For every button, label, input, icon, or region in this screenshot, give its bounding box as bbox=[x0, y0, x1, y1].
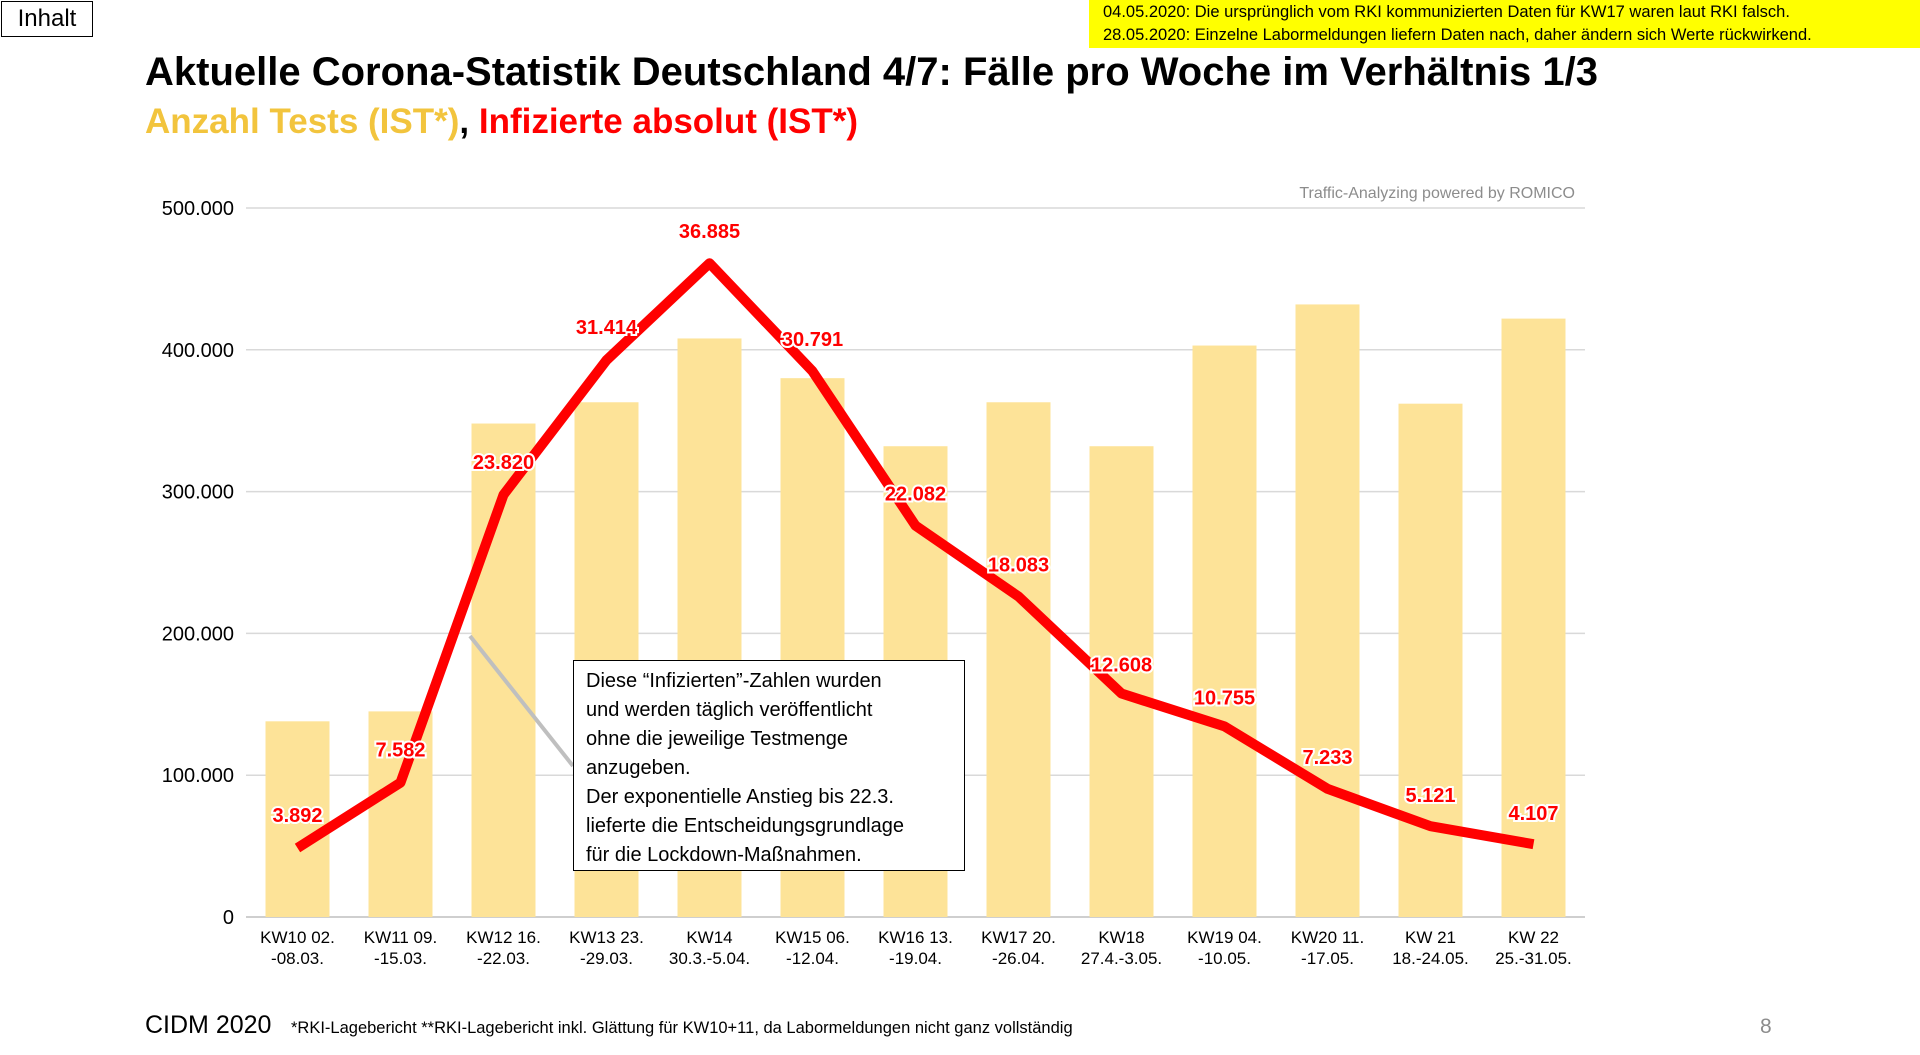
subtitle-separator: , bbox=[459, 102, 479, 141]
x-tick-label: 30.3.-5.04. bbox=[669, 949, 750, 968]
x-tick-label: KW15 06. bbox=[775, 928, 850, 947]
bar bbox=[1089, 446, 1154, 917]
watermark-text: Traffic-Analyzing powered by ROMICO bbox=[1299, 185, 1575, 202]
data-label: 12.608 bbox=[1091, 655, 1152, 677]
annotation-line: Der exponentielle Anstieg bis 22.3. bbox=[586, 786, 894, 808]
annotation-line: anzugeben. bbox=[586, 757, 691, 779]
bar bbox=[986, 402, 1051, 917]
data-label: 7.233 bbox=[1302, 747, 1352, 769]
bar bbox=[1398, 403, 1463, 918]
subtitle-infected: Infizierte absolut (IST*) bbox=[478, 102, 859, 141]
x-tick-label: -12.04. bbox=[786, 949, 839, 968]
bar bbox=[1501, 318, 1566, 917]
data-label: 4.107 bbox=[1508, 803, 1558, 825]
data-label: 5.121 bbox=[1405, 785, 1455, 807]
x-tick-label: KW13 23. bbox=[569, 928, 644, 947]
x-tick-label: KW 21 bbox=[1405, 928, 1456, 947]
y-tick-label: 400.000 bbox=[162, 340, 234, 362]
y-tick-label: 500.000 bbox=[162, 198, 234, 220]
x-tick-label: 18.-24.05. bbox=[1392, 949, 1469, 968]
bar bbox=[265, 721, 330, 917]
annotation-box: Diese “Infizierten”-Zahlen wurden und we… bbox=[573, 660, 965, 871]
data-label: 10.755 bbox=[1194, 687, 1255, 709]
annotation-line: lieferte die Entscheidungsgrundlage bbox=[586, 815, 904, 837]
contents-button[interactable]: Inhalt bbox=[1, 1, 93, 37]
annotation-line: ohne die jeweilige Testmenge bbox=[586, 728, 849, 750]
x-tick-label: -10.05. bbox=[1198, 949, 1251, 968]
annotation-pointer bbox=[468, 634, 575, 768]
page-number: 8 bbox=[1760, 1015, 1772, 1038]
bar bbox=[1192, 345, 1257, 917]
x-tick-label: KW16 13. bbox=[878, 928, 953, 947]
x-tick-label: KW18 bbox=[1098, 928, 1144, 947]
y-tick-label: 0 bbox=[223, 907, 234, 929]
data-label: 18.083 bbox=[988, 554, 1049, 576]
x-tick-label: -22.03. bbox=[477, 949, 530, 968]
x-tick-label: KW14 bbox=[686, 928, 732, 947]
x-tick-label: KW20 11. bbox=[1291, 928, 1364, 947]
x-tick-label: -19.04. bbox=[889, 949, 942, 968]
x-tick-label: KW19 04. bbox=[1187, 928, 1262, 947]
data-label: 22.082 bbox=[885, 484, 946, 506]
page-subtitle: Anzahl Tests (IST*), Infizierte absolut … bbox=[145, 102, 858, 142]
x-tick-label: 25.-31.05. bbox=[1495, 949, 1572, 968]
data-label: 3.892 bbox=[272, 805, 322, 827]
y-tick-label: 100.000 bbox=[162, 765, 234, 787]
page-title: Aktuelle Corona-Statistik Deutschland 4/… bbox=[145, 50, 1598, 94]
infected-series-line bbox=[294, 258, 1535, 853]
footer-footnote: *RKI-Lagebericht **RKI-Lagebericht inkl.… bbox=[291, 1019, 1073, 1037]
annotation-line: Diese “Infizierten”-Zahlen wurden bbox=[586, 670, 882, 692]
x-tick-label: -17.05. bbox=[1301, 949, 1354, 968]
bar bbox=[368, 711, 433, 917]
y-tick-label: 200.000 bbox=[162, 623, 234, 645]
y-tick-label: 300.000 bbox=[162, 482, 234, 504]
x-tick-label: -08.03. bbox=[271, 949, 324, 968]
data-label: 30.791 bbox=[782, 329, 843, 351]
x-tick-label: -26.04. bbox=[992, 949, 1045, 968]
x-tick-label: KW11 09. bbox=[364, 928, 437, 947]
data-label: 31.414 bbox=[576, 317, 638, 339]
data-label: 7.582 bbox=[375, 740, 425, 762]
notice-line: 28.05.2020: Einzelne Labormeldungen lief… bbox=[1103, 26, 1812, 44]
x-tick-label: -15.03. bbox=[374, 949, 427, 968]
update-notice: 04.05.2020: Die ursprünglich vom RKI kom… bbox=[1089, 0, 1920, 48]
annotation-line: für die Lockdown-Maßnahmen. bbox=[586, 844, 862, 866]
x-tick-label: -29.03. bbox=[580, 949, 633, 968]
bar bbox=[1295, 304, 1360, 917]
footer-brand: CIDM 2020 bbox=[145, 1011, 272, 1039]
subtitle-tests: Anzahl Tests (IST*) bbox=[145, 102, 460, 141]
x-tick-label: KW10 02. bbox=[260, 928, 335, 947]
data-label: 36.885 bbox=[679, 221, 740, 243]
x-tick-label: KW 22 bbox=[1508, 928, 1559, 947]
annotation-line: und werden täglich veröffentlicht bbox=[586, 699, 873, 721]
x-tick-label: KW17 20. bbox=[981, 928, 1056, 947]
data-label: 23.820 bbox=[473, 452, 534, 474]
x-tick-label: KW12 16. bbox=[466, 928, 541, 947]
x-tick-label: 27.4.-3.05. bbox=[1081, 949, 1162, 968]
notice-line: 04.05.2020: Die ursprünglich vom RKI kom… bbox=[1103, 3, 1790, 21]
